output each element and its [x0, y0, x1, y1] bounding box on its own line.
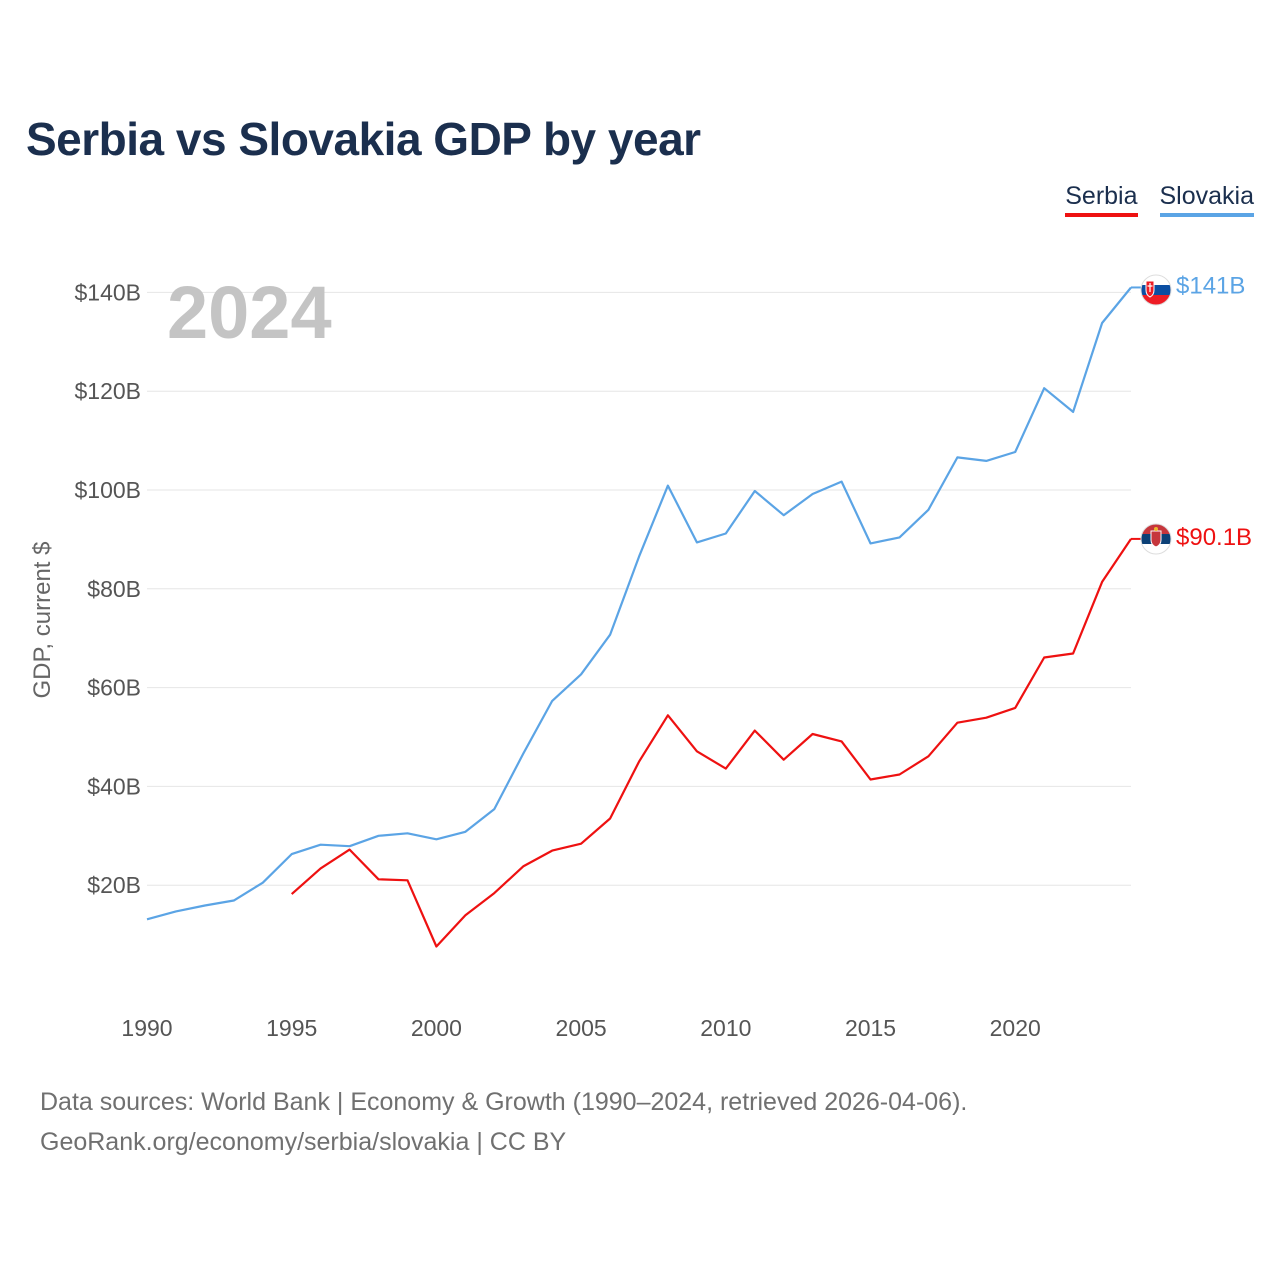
slovakia-flag-icon — [1140, 274, 1172, 306]
chart-title: Serbia vs Slovakia GDP by year — [26, 113, 701, 165]
y-tick-label: $120B — [74, 378, 141, 404]
x-tick-label: 1990 — [121, 1015, 172, 1041]
source-note: Data sources: World Bank | Economy & Gro… — [40, 1082, 967, 1162]
x-axis: 1990 1995 2000 2005 2010 2015 2020 — [121, 1015, 1040, 1041]
y-tick-label: $100B — [74, 477, 141, 503]
x-tick-label: 2015 — [845, 1015, 896, 1041]
y-tick-label: $140B — [74, 279, 141, 305]
series: $141B $90.1B — [146, 272, 1252, 948]
y-tick-label: $80B — [87, 576, 141, 602]
serbia-flag-icon — [1140, 523, 1172, 555]
year-watermark: 2024 — [167, 271, 332, 354]
y-axis: $20B $40B $60B $80B $100B $120B $140B — [74, 279, 141, 898]
grid — [147, 291, 1131, 886]
x-tick-label: 2020 — [990, 1015, 1041, 1041]
legend-serbia[interactable]: Serbia — [1065, 182, 1138, 217]
legend-slovakia[interactable]: Slovakia — [1159, 182, 1254, 217]
x-tick-label: 1995 — [266, 1015, 317, 1041]
slovakia-series-line[interactable] — [146, 286, 1132, 921]
serbia-series-line[interactable] — [290, 538, 1132, 948]
y-axis-label: GDP, current $ — [29, 542, 56, 699]
x-tick-label: 2005 — [556, 1015, 607, 1041]
y-tick-label: $60B — [87, 675, 141, 701]
y-tick-label: $40B — [87, 773, 141, 799]
x-tick-label: 2000 — [411, 1015, 462, 1041]
source-link[interactable]: GeoRank.org/economy/serbia/slovakia | CC… — [40, 1128, 567, 1156]
y-tick-label: $20B — [87, 872, 141, 898]
source-line: Data sources: World Bank | Economy & Gro… — [40, 1088, 968, 1116]
x-tick-label: 2010 — [700, 1015, 751, 1041]
slovakia-end-label: $141B — [1176, 272, 1245, 299]
serbia-end-label: $90.1B — [1176, 524, 1252, 551]
legend: Serbia Slovakia — [1065, 182, 1254, 217]
